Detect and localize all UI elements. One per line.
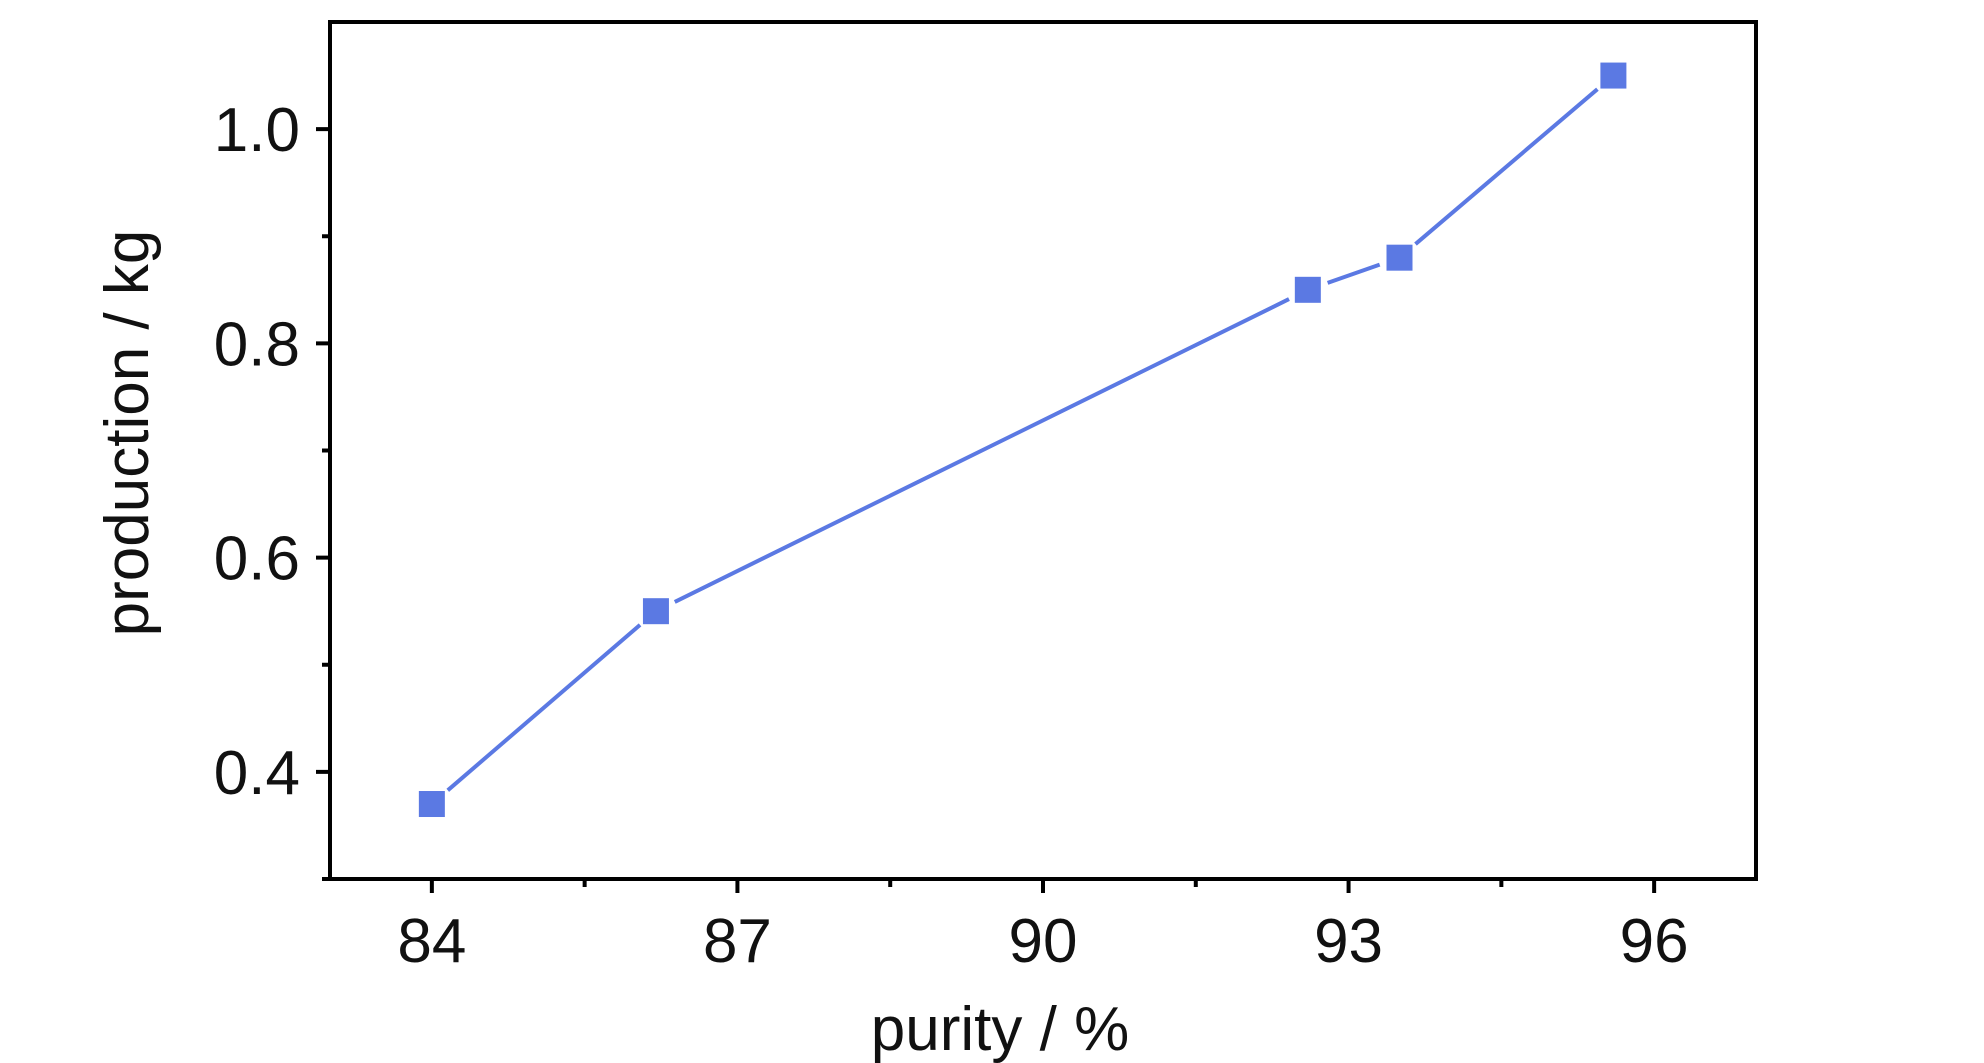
- y-axis-title: production / kg: [93, 230, 162, 637]
- data-point-marker: [418, 791, 445, 818]
- y-tick-label: 0.6: [214, 525, 300, 594]
- x-tick-label: 90: [1009, 907, 1078, 976]
- series-line-segment: [1414, 87, 1599, 246]
- axis-ticks: [316, 127, 1657, 893]
- y-tick-label: 1.0: [214, 96, 300, 165]
- data-point-marker: [642, 598, 669, 625]
- y-tick-label: 0.8: [214, 310, 300, 379]
- data-point-marker: [1386, 244, 1413, 271]
- plot-frame: [328, 20, 1758, 881]
- y-tick-labels: 0.4 0.6 0.8 1.0: [214, 96, 300, 808]
- x-tick-label: 93: [1314, 907, 1383, 976]
- x-tick-labels: 84 87 90 93 96: [397, 907, 1688, 976]
- series-line-segment: [446, 623, 642, 792]
- y-tick-label: 0.4: [214, 739, 300, 808]
- series-line-segment: [1326, 262, 1381, 285]
- x-tick-label: 96: [1620, 907, 1689, 976]
- x-axis-title: purity / %: [871, 995, 1129, 1063]
- data-series: [418, 62, 1627, 818]
- x-tick-label: 87: [703, 907, 772, 976]
- data-point-marker: [1294, 276, 1321, 303]
- x-tick-label: 84: [397, 907, 466, 976]
- series-line-segment: [673, 297, 1290, 604]
- data-point-marker: [1600, 62, 1627, 89]
